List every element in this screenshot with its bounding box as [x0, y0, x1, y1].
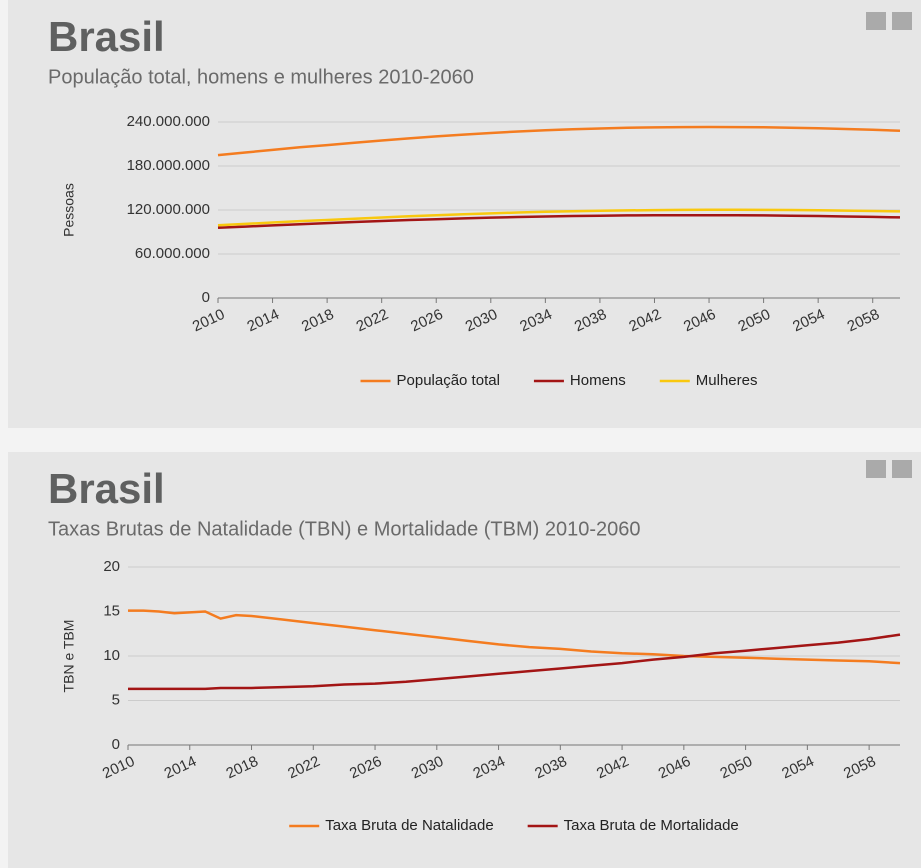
y-tick-label: 0 [202, 289, 210, 306]
y-tick-label: 60.000.000 [135, 245, 210, 262]
legend-label: Mulheres [696, 372, 758, 389]
y-tick-label: 0 [112, 736, 120, 753]
y-tick-label: 10 [103, 647, 120, 664]
chart-title: Brasil [48, 465, 165, 512]
y-tick-label: 120.000.000 [127, 201, 210, 218]
legend-label: Taxa Bruta de Natalidade [325, 817, 493, 834]
line [217, 125, 901, 157]
y-tick-label: 180.000.000 [127, 157, 210, 174]
line [217, 213, 901, 230]
link-icon[interactable] [866, 12, 886, 30]
y-tick-label: 240.000.000 [127, 113, 210, 130]
y-tick-label: 20 [103, 558, 120, 575]
legend-label: Homens [570, 372, 626, 389]
legend-label: Taxa Bruta de Mortalidade [564, 817, 739, 834]
line [128, 633, 901, 691]
line [217, 208, 901, 227]
line [128, 609, 901, 665]
info-icon[interactable] [892, 12, 912, 30]
legend-label: População total [397, 372, 500, 389]
y-tick-label: 5 [112, 691, 120, 708]
y-axis-label: Pessoas [61, 183, 77, 237]
chart-title: Brasil [48, 13, 165, 60]
link-icon[interactable] [866, 460, 886, 478]
chart-subtitle: População total, homens e mulheres 2010-… [48, 66, 474, 88]
chart-subtitle: Taxas Brutas de Natalidade (TBN) e Morta… [48, 518, 641, 540]
panel [8, 452, 921, 868]
info-icon[interactable] [892, 460, 912, 478]
y-axis-label: TBN e TBM [61, 620, 77, 693]
y-tick-label: 15 [103, 602, 120, 619]
